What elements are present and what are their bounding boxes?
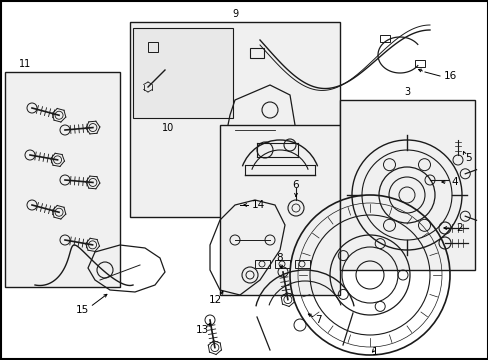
Bar <box>5 72 120 287</box>
Bar <box>379 35 389 42</box>
Text: 10: 10 <box>162 123 174 133</box>
Text: 5: 5 <box>464 153 470 163</box>
Text: 1: 1 <box>371 347 378 357</box>
Text: 13: 13 <box>195 325 208 335</box>
Text: 4: 4 <box>451 177 457 187</box>
Text: 14: 14 <box>251 200 264 210</box>
Text: 2: 2 <box>456 223 462 233</box>
Text: 3: 3 <box>403 87 409 97</box>
Bar <box>220 125 339 295</box>
Text: 9: 9 <box>231 9 238 19</box>
Bar <box>133 28 232 118</box>
Text: 12: 12 <box>208 295 221 305</box>
Text: 6: 6 <box>292 180 299 190</box>
Text: 16: 16 <box>443 71 456 81</box>
Bar <box>294 260 309 268</box>
Text: 8: 8 <box>276 253 283 263</box>
Bar <box>414 60 424 67</box>
Text: 15: 15 <box>75 305 88 315</box>
Bar <box>254 260 269 268</box>
Text: 11: 11 <box>19 59 31 69</box>
Bar <box>130 22 339 217</box>
Text: 7: 7 <box>314 315 321 325</box>
Bar <box>249 48 264 58</box>
Bar <box>339 100 474 270</box>
Bar <box>148 42 158 52</box>
Bar <box>274 260 289 268</box>
